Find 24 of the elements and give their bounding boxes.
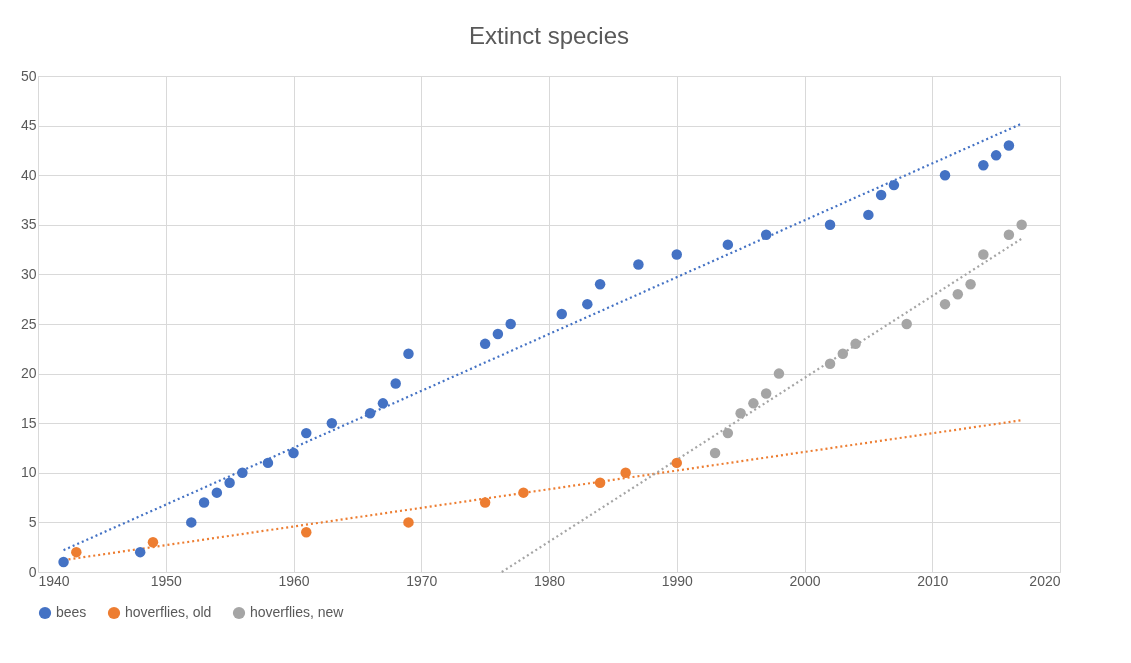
x-tick-label: 1950 bbox=[150, 572, 183, 589]
x-tick-label: 2020 bbox=[1029, 572, 1061, 589]
x-tick-label: 2010 bbox=[917, 572, 949, 589]
y-tick-label: 20 bbox=[20, 365, 37, 382]
y-tick-label: 35 bbox=[20, 216, 37, 233]
y-tick-label: 15 bbox=[20, 414, 37, 431]
x-tick-label: 1980 bbox=[533, 572, 566, 589]
legend-label: hoverflies, new bbox=[250, 604, 345, 620]
x-tick-label: 1940 bbox=[38, 572, 70, 589]
legend-label: bees bbox=[56, 604, 87, 620]
x-tick-label: 2000 bbox=[789, 572, 821, 589]
y-tick-label: 50 bbox=[20, 67, 37, 84]
y-tick-label: 25 bbox=[20, 315, 37, 332]
y-tick-label: 0 bbox=[28, 563, 37, 580]
y-tick-label: 45 bbox=[20, 117, 37, 134]
chart-title: Extinct species bbox=[468, 22, 630, 49]
legend-label: hoverflies, old bbox=[125, 604, 212, 620]
y-tick-label: 30 bbox=[20, 265, 37, 282]
y-tick-label: 5 bbox=[28, 513, 37, 530]
x-tick-label: 1970 bbox=[406, 572, 438, 589]
x-tick-label: 1990 bbox=[661, 572, 694, 589]
x-tick-label: 1960 bbox=[278, 572, 310, 589]
y-tick-label: 10 bbox=[20, 464, 37, 481]
y-tick-label: 40 bbox=[20, 166, 37, 183]
